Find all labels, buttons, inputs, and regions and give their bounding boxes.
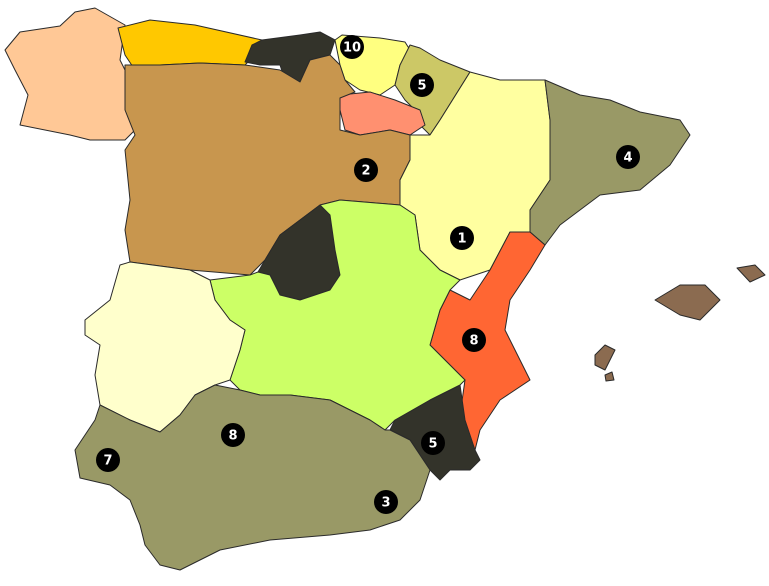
region-catalonia[interactable] (529, 79, 691, 246)
region-asturias[interactable] (117, 19, 263, 71)
marker-circle (374, 490, 398, 514)
region-galicia[interactable] (4, 7, 136, 141)
marker-label: 2 (361, 164, 370, 179)
marker-circle (340, 35, 364, 59)
marker-label: 5 (417, 79, 426, 94)
marker-circle (421, 431, 445, 455)
marker-label: 1 (457, 232, 466, 247)
marker-aragon: 1 (450, 226, 474, 250)
marker-label: 3 (381, 496, 390, 511)
region-shape-balearic-islands[interactable] (654, 284, 721, 321)
marker-label: 8 (469, 334, 478, 349)
marker-circle (221, 423, 245, 447)
marker-circle (462, 328, 486, 352)
marker-circle (96, 448, 120, 472)
region-shape-galicia[interactable] (4, 7, 136, 141)
marker-circle (354, 158, 378, 182)
marker-murcia: 5 (421, 431, 445, 455)
region-shape-catalonia[interactable] (529, 79, 691, 246)
marker-castilla-y-leon: 2 (354, 158, 378, 182)
marker-label: 10 (343, 41, 361, 56)
marker-navarra: 5 (410, 73, 434, 97)
marker-valencia: 8 (462, 328, 486, 352)
marker-andalucia-almeria: 3 (374, 490, 398, 514)
region-balearic-islands[interactable] (594, 264, 766, 382)
region-shape-balearic-islands[interactable] (736, 264, 766, 283)
marker-label: 8 (228, 429, 237, 444)
marker-circle (410, 73, 434, 97)
marker-label: 4 (623, 151, 632, 166)
marker-andalucia-huelva: 7 (96, 448, 120, 472)
marker-circle (450, 226, 474, 250)
marker-label: 7 (103, 454, 112, 469)
marker-catalonia: 4 (616, 145, 640, 169)
marker-andalucia-cordoba: 8 (221, 423, 245, 447)
region-shape-balearic-islands[interactable] (594, 344, 616, 371)
marker-label: 5 (428, 437, 437, 452)
region-shape-andalucia[interactable] (74, 384, 431, 571)
region-andalucia[interactable] (74, 384, 431, 571)
region-shape-balearic-islands[interactable] (604, 371, 615, 382)
region-shape-asturias[interactable] (117, 19, 263, 71)
marker-basque-country: 10 (340, 35, 364, 59)
marker-circle (616, 145, 640, 169)
